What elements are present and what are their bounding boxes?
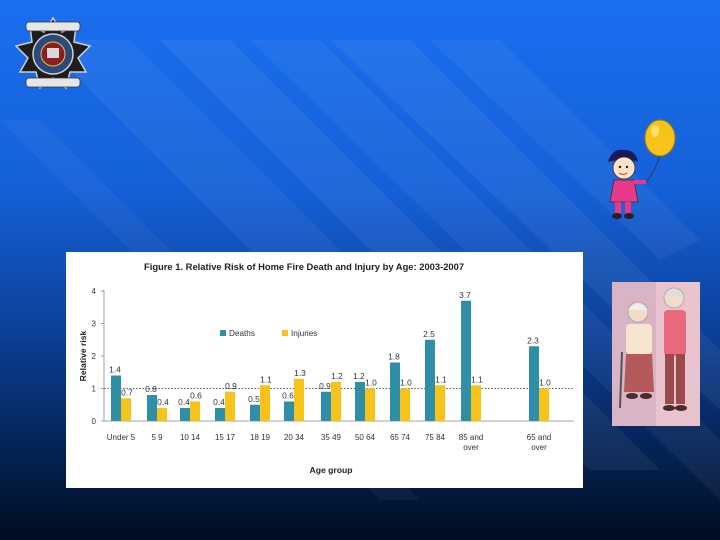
data-label-injuries: 0.4 — [157, 397, 169, 407]
data-label-injuries: 1.3 — [294, 368, 306, 378]
x-tick-label: 5 9 — [151, 433, 163, 442]
bar-injuries — [365, 388, 375, 421]
bar-injuries — [260, 385, 270, 421]
x-tick-label: 10 14 — [180, 433, 201, 442]
bar-deaths — [390, 362, 400, 421]
bar-deaths — [147, 395, 157, 421]
data-label-deaths: 1.2 — [353, 371, 365, 381]
x-tick-label: Under 5 — [107, 433, 136, 442]
data-label-deaths: 2.3 — [527, 335, 539, 345]
data-label-deaths: 1.4 — [109, 365, 121, 375]
bar-injuries — [157, 408, 167, 421]
legend-label-deaths: Deaths — [229, 329, 255, 338]
child-with-balloon-clipart — [608, 119, 676, 219]
bar-injuries — [400, 388, 410, 421]
y-tick-label: 0 — [92, 417, 97, 426]
data-label-deaths: 0.6 — [282, 391, 294, 401]
bar-deaths — [321, 391, 331, 421]
bar-deaths — [284, 401, 294, 421]
data-label-deaths: 0.8 — [145, 384, 157, 394]
fire-department-logo-icon — [14, 16, 92, 90]
x-tick-label: 50 64 — [355, 433, 376, 442]
bar-deaths — [461, 300, 471, 421]
bar-injuries — [331, 382, 341, 421]
data-label-injuries: 0.6 — [190, 391, 202, 401]
data-label-deaths: 0.4 — [178, 397, 190, 407]
x-tick-label: 15 17 — [215, 433, 236, 442]
data-label-injuries: 1.0 — [400, 378, 412, 388]
data-label-injuries: 1.2 — [331, 371, 343, 381]
legend-swatch-injuries — [282, 330, 288, 336]
bar-injuries — [435, 385, 445, 421]
elderly-couple-clipart — [612, 282, 700, 426]
y-tick-label: 2 — [92, 352, 97, 361]
y-tick-label: 3 — [92, 320, 97, 329]
bar-deaths — [355, 382, 365, 421]
x-tick-label: 18 19 — [250, 433, 271, 442]
data-label-injuries: 1.0 — [539, 378, 551, 388]
chart-panel: Figure 1. Relative Risk of Home Fire Dea… — [66, 252, 583, 488]
chart-title: Figure 1. Relative Risk of Home Fire Dea… — [144, 261, 464, 272]
x-tick-label: 20 34 — [284, 433, 305, 442]
bar-injuries — [471, 385, 481, 421]
data-label-injuries: 0.9 — [225, 381, 237, 391]
bar-injuries — [225, 391, 235, 421]
bar-injuries — [539, 388, 549, 421]
bar-injuries — [121, 398, 131, 421]
x-tick-label: 65 and over — [527, 433, 551, 452]
y-tick-label: 4 — [92, 287, 97, 296]
y-axis-label: Relative risk — [78, 330, 88, 381]
data-label-injuries: 1.1 — [435, 374, 447, 384]
data-label-deaths: 0.9 — [319, 381, 331, 391]
data-label-deaths: 1.8 — [388, 352, 400, 362]
x-tick-label: 75 84 — [425, 433, 446, 442]
bar-deaths — [250, 404, 260, 421]
bar-deaths — [180, 408, 190, 421]
data-label-deaths: 2.5 — [423, 329, 435, 339]
x-tick-label: 65 74 — [390, 433, 411, 442]
y-tick-label: 1 — [92, 385, 97, 394]
legend-label-injuries: Injuries — [291, 329, 317, 338]
legend-swatch-deaths — [220, 330, 226, 336]
bar-deaths — [111, 375, 121, 421]
bar-deaths — [425, 339, 435, 421]
data-label-deaths: 0.4 — [213, 397, 225, 407]
x-tick-label: 85 and over — [459, 433, 483, 452]
x-axis-label: Age group — [310, 465, 353, 475]
data-label-deaths: 3.7 — [459, 290, 471, 300]
data-label-injuries: 1.1 — [471, 374, 483, 384]
relative-risk-chart: Figure 1. Relative Risk of Home Fire Dea… — [78, 261, 574, 475]
data-label-injuries: 0.7 — [121, 387, 133, 397]
data-label-deaths: 0.5 — [248, 394, 260, 404]
data-label-injuries: 1.1 — [260, 374, 272, 384]
bar-injuries — [294, 378, 304, 421]
bar-injuries — [190, 401, 200, 421]
bar-deaths — [215, 408, 225, 421]
bar-deaths — [529, 346, 539, 421]
chart-legend: Deaths Injuries — [220, 329, 317, 338]
data-label-injuries: 1.0 — [365, 378, 377, 388]
x-tick-label: 35 49 — [321, 433, 342, 442]
